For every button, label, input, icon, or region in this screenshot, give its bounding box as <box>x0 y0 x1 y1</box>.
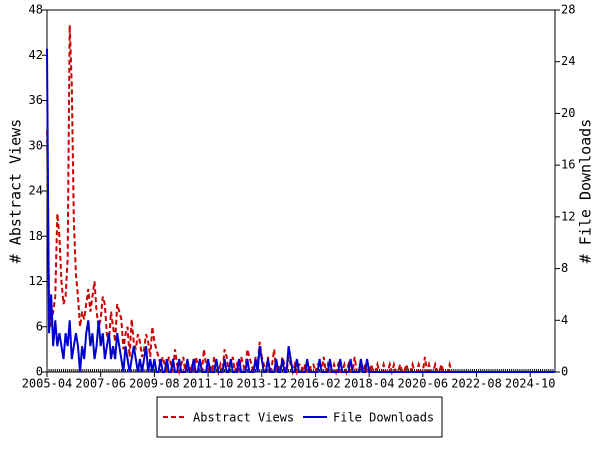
y-tick-label: 42 <box>29 48 43 62</box>
y-tick-label: 36 <box>29 93 43 107</box>
y2-tick-label: 20 <box>561 106 575 120</box>
x-tick-label: 2005-04 <box>22 377 73 391</box>
series-line <box>46 25 555 376</box>
x-tick-label: 2022-08 <box>451 377 502 391</box>
y2-tick-label: 4 <box>561 313 568 327</box>
x-tick-label: 2018-04 <box>344 377 395 391</box>
legend-box <box>156 396 443 438</box>
plot-frame <box>46 9 556 373</box>
legend-label: File Downloads <box>333 411 434 425</box>
y-tick-label: 6 <box>36 319 43 333</box>
x-tick-label: 2009-08 <box>129 377 180 391</box>
y2-tick-label: 8 <box>561 261 568 275</box>
y-tick-label: 48 <box>29 3 43 17</box>
y-tick-label: 0 <box>36 365 43 379</box>
x-tick-label: 2016-02 <box>290 377 341 391</box>
x-tick-label: 2007-06 <box>75 377 126 391</box>
y2-tick-label: 0 <box>561 365 568 379</box>
x-tick-label: 2024-10 <box>505 377 556 391</box>
y-tick-label: 12 <box>29 274 43 288</box>
x-tick-label: 2013-12 <box>236 377 287 391</box>
legend-label: Abstract Views <box>193 411 294 425</box>
y2-tick-label: 24 <box>561 54 575 68</box>
x-tick-label: 2020-06 <box>398 377 449 391</box>
y2-tick-label: 16 <box>561 158 575 172</box>
y-tick-label: 24 <box>29 184 43 198</box>
y2-tick-label: 12 <box>561 209 575 223</box>
y2-tick-label: 28 <box>561 3 575 17</box>
y-axis-title: # Abstract Views <box>7 119 25 264</box>
x-tick-label: 2011-10 <box>183 377 234 391</box>
y-tick-label: 18 <box>29 229 43 243</box>
y-tick-label: 30 <box>29 138 43 152</box>
y2-axis-title: # File Downloads <box>577 119 595 264</box>
series-line <box>46 48 555 373</box>
